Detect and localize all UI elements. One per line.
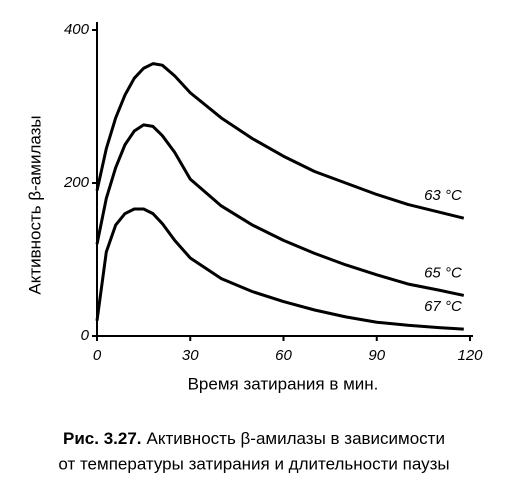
caption-line: от температуры затирания и длительности … <box>58 454 449 473</box>
x-tick-label: 0 <box>93 347 102 364</box>
y-tick-label: 0 <box>81 327 90 344</box>
series-label: 63 °C <box>424 187 462 204</box>
x-tick-label: 90 <box>368 347 385 364</box>
x-tick-label: 120 <box>457 347 483 364</box>
series-label: 67 °C <box>424 298 462 315</box>
x-axis-label: Время затирания в мин. <box>188 374 379 393</box>
caption: Рис. 3.27. Активность β-амилазы в зависим… <box>63 429 445 448</box>
series-label: 65 °C <box>424 264 462 281</box>
caption-line: Активность β-амилазы в зависимости <box>147 429 445 448</box>
caption-label: Рис. 3.27. <box>63 429 142 448</box>
y-tick-label: 200 <box>63 174 90 191</box>
series-line <box>95 207 464 331</box>
x-tick-label: 60 <box>275 347 292 364</box>
series-line <box>95 62 465 220</box>
y-axis-label: Активность β-амилазы <box>25 115 44 294</box>
y-tick-label: 400 <box>64 21 90 38</box>
series-line <box>95 123 465 297</box>
x-tick-label: 30 <box>182 347 199 364</box>
